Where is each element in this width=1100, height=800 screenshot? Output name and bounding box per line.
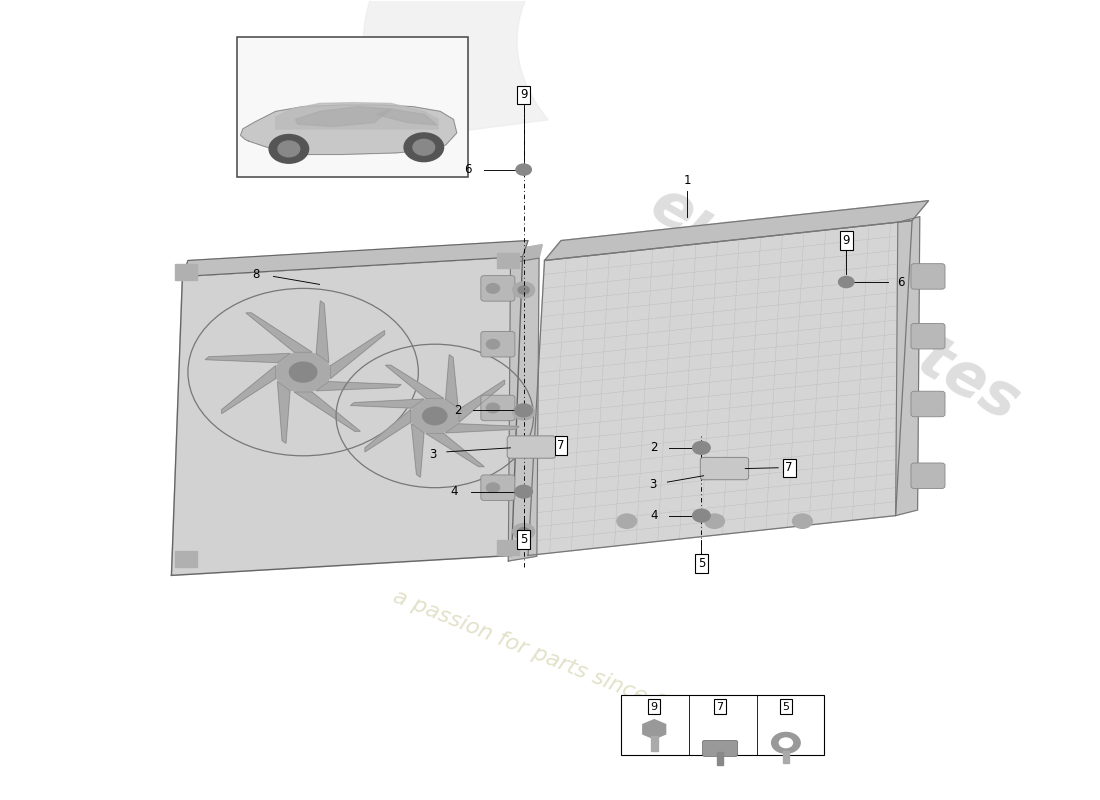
Polygon shape [172,257,522,575]
Circle shape [412,139,434,155]
Bar [497,539,519,555]
Text: 5: 5 [520,533,527,546]
Circle shape [278,141,299,157]
Circle shape [516,164,531,175]
FancyBboxPatch shape [911,264,945,289]
Text: 6: 6 [898,275,905,289]
Circle shape [617,514,637,528]
Text: 7: 7 [785,462,793,474]
Polygon shape [446,354,458,408]
Circle shape [705,514,725,528]
Circle shape [693,442,711,454]
Circle shape [515,486,532,498]
Circle shape [422,407,447,425]
Polygon shape [317,301,329,362]
Text: 6: 6 [464,163,472,176]
Bar [782,750,789,762]
Text: 4: 4 [650,509,658,522]
Polygon shape [363,0,1054,139]
Text: 4: 4 [451,485,459,498]
Polygon shape [459,380,505,422]
Text: 7: 7 [558,439,564,452]
FancyBboxPatch shape [507,436,556,458]
Bar [621,695,824,754]
Circle shape [693,510,711,522]
Polygon shape [385,366,443,398]
FancyBboxPatch shape [911,323,945,349]
Polygon shape [528,221,912,555]
Polygon shape [544,201,928,261]
Circle shape [771,733,800,753]
Circle shape [518,408,529,416]
Polygon shape [277,382,290,443]
Circle shape [276,352,331,392]
Bar [175,265,197,281]
Text: a passion for parts since 1985: a passion for parts since 1985 [390,587,710,731]
Circle shape [486,403,499,413]
Circle shape [486,284,499,293]
FancyBboxPatch shape [481,276,515,301]
Text: 3: 3 [429,448,437,461]
FancyBboxPatch shape [481,475,515,501]
Text: 2: 2 [650,442,658,454]
Polygon shape [246,313,312,352]
Circle shape [513,523,535,539]
Bar [717,752,724,765]
Polygon shape [351,399,424,408]
FancyBboxPatch shape [911,463,945,489]
Text: 5: 5 [697,557,705,570]
Polygon shape [296,106,390,126]
Text: 1: 1 [683,174,691,187]
FancyBboxPatch shape [481,395,515,421]
FancyBboxPatch shape [701,458,749,480]
Polygon shape [295,392,360,431]
Text: 9: 9 [520,88,527,101]
Polygon shape [276,102,438,129]
Text: 9: 9 [651,702,658,712]
Polygon shape [446,424,519,433]
Polygon shape [206,354,290,362]
FancyBboxPatch shape [911,391,945,417]
Bar [175,551,197,567]
Text: 9: 9 [843,234,850,247]
Polygon shape [222,366,276,414]
Text: 3: 3 [649,478,657,491]
Polygon shape [642,720,666,739]
Polygon shape [317,382,402,390]
Circle shape [838,277,854,287]
Circle shape [410,398,459,434]
Polygon shape [183,241,528,277]
Polygon shape [895,217,920,515]
Circle shape [779,738,792,747]
Polygon shape [426,434,484,466]
Text: 8: 8 [252,267,260,281]
Polygon shape [365,410,410,452]
Circle shape [518,286,529,294]
Text: 7: 7 [716,702,724,712]
Bar [651,737,658,750]
Circle shape [518,527,529,535]
Circle shape [792,514,812,528]
Polygon shape [510,245,542,263]
Circle shape [513,282,535,298]
Circle shape [289,362,317,382]
Circle shape [270,134,309,163]
Circle shape [515,404,532,417]
Polygon shape [241,105,456,154]
Text: 2: 2 [454,404,462,417]
Circle shape [486,339,499,349]
Bar [497,253,519,269]
Text: eurosportes: eurosportes [640,174,1031,434]
Circle shape [486,483,499,493]
Polygon shape [411,424,424,477]
Bar [238,38,468,177]
FancyBboxPatch shape [703,741,738,756]
Polygon shape [376,109,437,125]
Polygon shape [331,330,385,378]
Polygon shape [508,258,539,561]
Text: 5: 5 [782,702,790,712]
Circle shape [513,404,535,420]
Circle shape [404,133,443,162]
FancyBboxPatch shape [481,331,515,357]
